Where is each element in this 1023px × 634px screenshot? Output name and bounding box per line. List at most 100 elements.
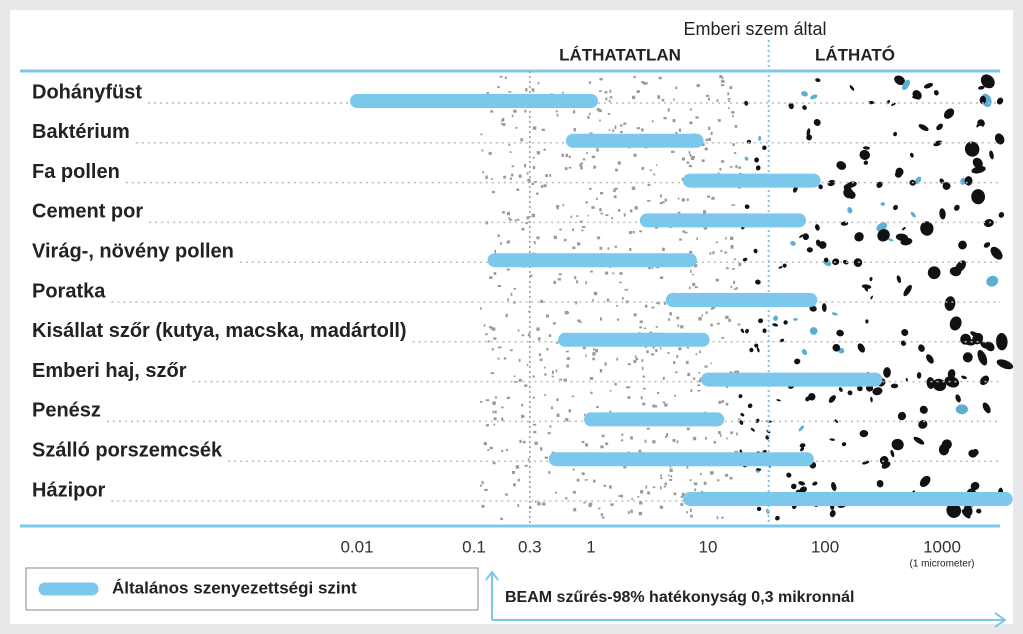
dust [533,397,535,399]
dust [689,251,692,253]
dust [515,219,517,221]
dust [610,90,612,93]
dust [633,154,636,157]
dust [502,118,504,121]
dust [599,78,602,80]
dust [551,406,553,409]
dust [693,437,696,440]
dust [728,107,730,109]
dust [574,276,576,279]
dust [639,326,642,328]
dust [491,372,494,374]
dust [599,109,602,112]
dust [734,152,736,154]
dust [619,282,622,284]
dust [702,314,704,316]
dust [599,209,601,211]
dust [580,167,583,170]
dust [680,325,683,328]
dust [492,348,494,351]
dust [731,111,734,114]
dust [533,424,536,426]
category-label: Emberi haj, szőr [32,360,187,382]
dust [660,194,662,197]
dust [556,205,559,207]
dust [648,267,651,269]
dust [533,126,536,129]
dust [634,313,637,316]
dust [721,80,724,83]
dust [544,394,546,396]
dust [690,270,692,273]
dust [612,129,614,132]
dust [610,390,612,392]
dust [491,178,493,180]
dust [527,172,529,174]
dust [502,123,505,126]
dust [717,479,719,481]
dust [706,311,708,314]
dust [537,151,540,154]
dust [538,337,541,340]
dust [650,169,652,171]
dust [501,123,503,125]
dust [652,440,655,443]
dust [555,492,557,494]
dust [729,86,732,89]
dust [481,505,484,508]
dust [641,128,643,131]
dust [630,510,633,513]
dust [671,475,673,477]
dust [626,387,628,389]
dust [546,348,548,351]
dust [600,445,603,448]
dust [691,158,694,160]
dust [583,347,586,349]
dust [704,227,707,230]
dust [569,409,571,412]
dust [480,485,482,487]
dust [700,473,702,475]
dust [692,274,694,276]
dust [708,127,710,130]
dust [582,441,585,443]
dust [548,471,550,474]
x-tick-label: 0.1 [462,537,486,556]
dust [541,185,543,188]
dust [597,236,600,239]
dust [651,353,654,355]
dust [628,511,630,514]
dust [637,496,639,498]
dust [620,131,623,133]
dust [535,501,537,503]
dust [663,377,665,380]
dust [562,92,564,94]
dust [680,503,683,506]
dust [549,174,551,177]
dust [515,127,517,129]
dust [528,333,531,336]
dust [668,318,670,321]
dust [536,327,539,330]
dust [508,144,510,146]
annotation: Emberi szem által [683,19,826,39]
dust [671,151,674,153]
dust [503,176,506,179]
dust [719,168,721,171]
dust [689,286,691,289]
dust [660,477,662,479]
dust [711,307,713,309]
dust [594,292,597,295]
dust [643,388,646,390]
dust [573,110,575,113]
dust [668,475,670,477]
dust [513,110,516,113]
dust [735,125,738,128]
dust [593,348,595,351]
dust [611,217,613,219]
dust [585,201,587,203]
dust [565,167,568,170]
dust [621,434,623,436]
dust [500,76,503,78]
dust [690,389,692,392]
